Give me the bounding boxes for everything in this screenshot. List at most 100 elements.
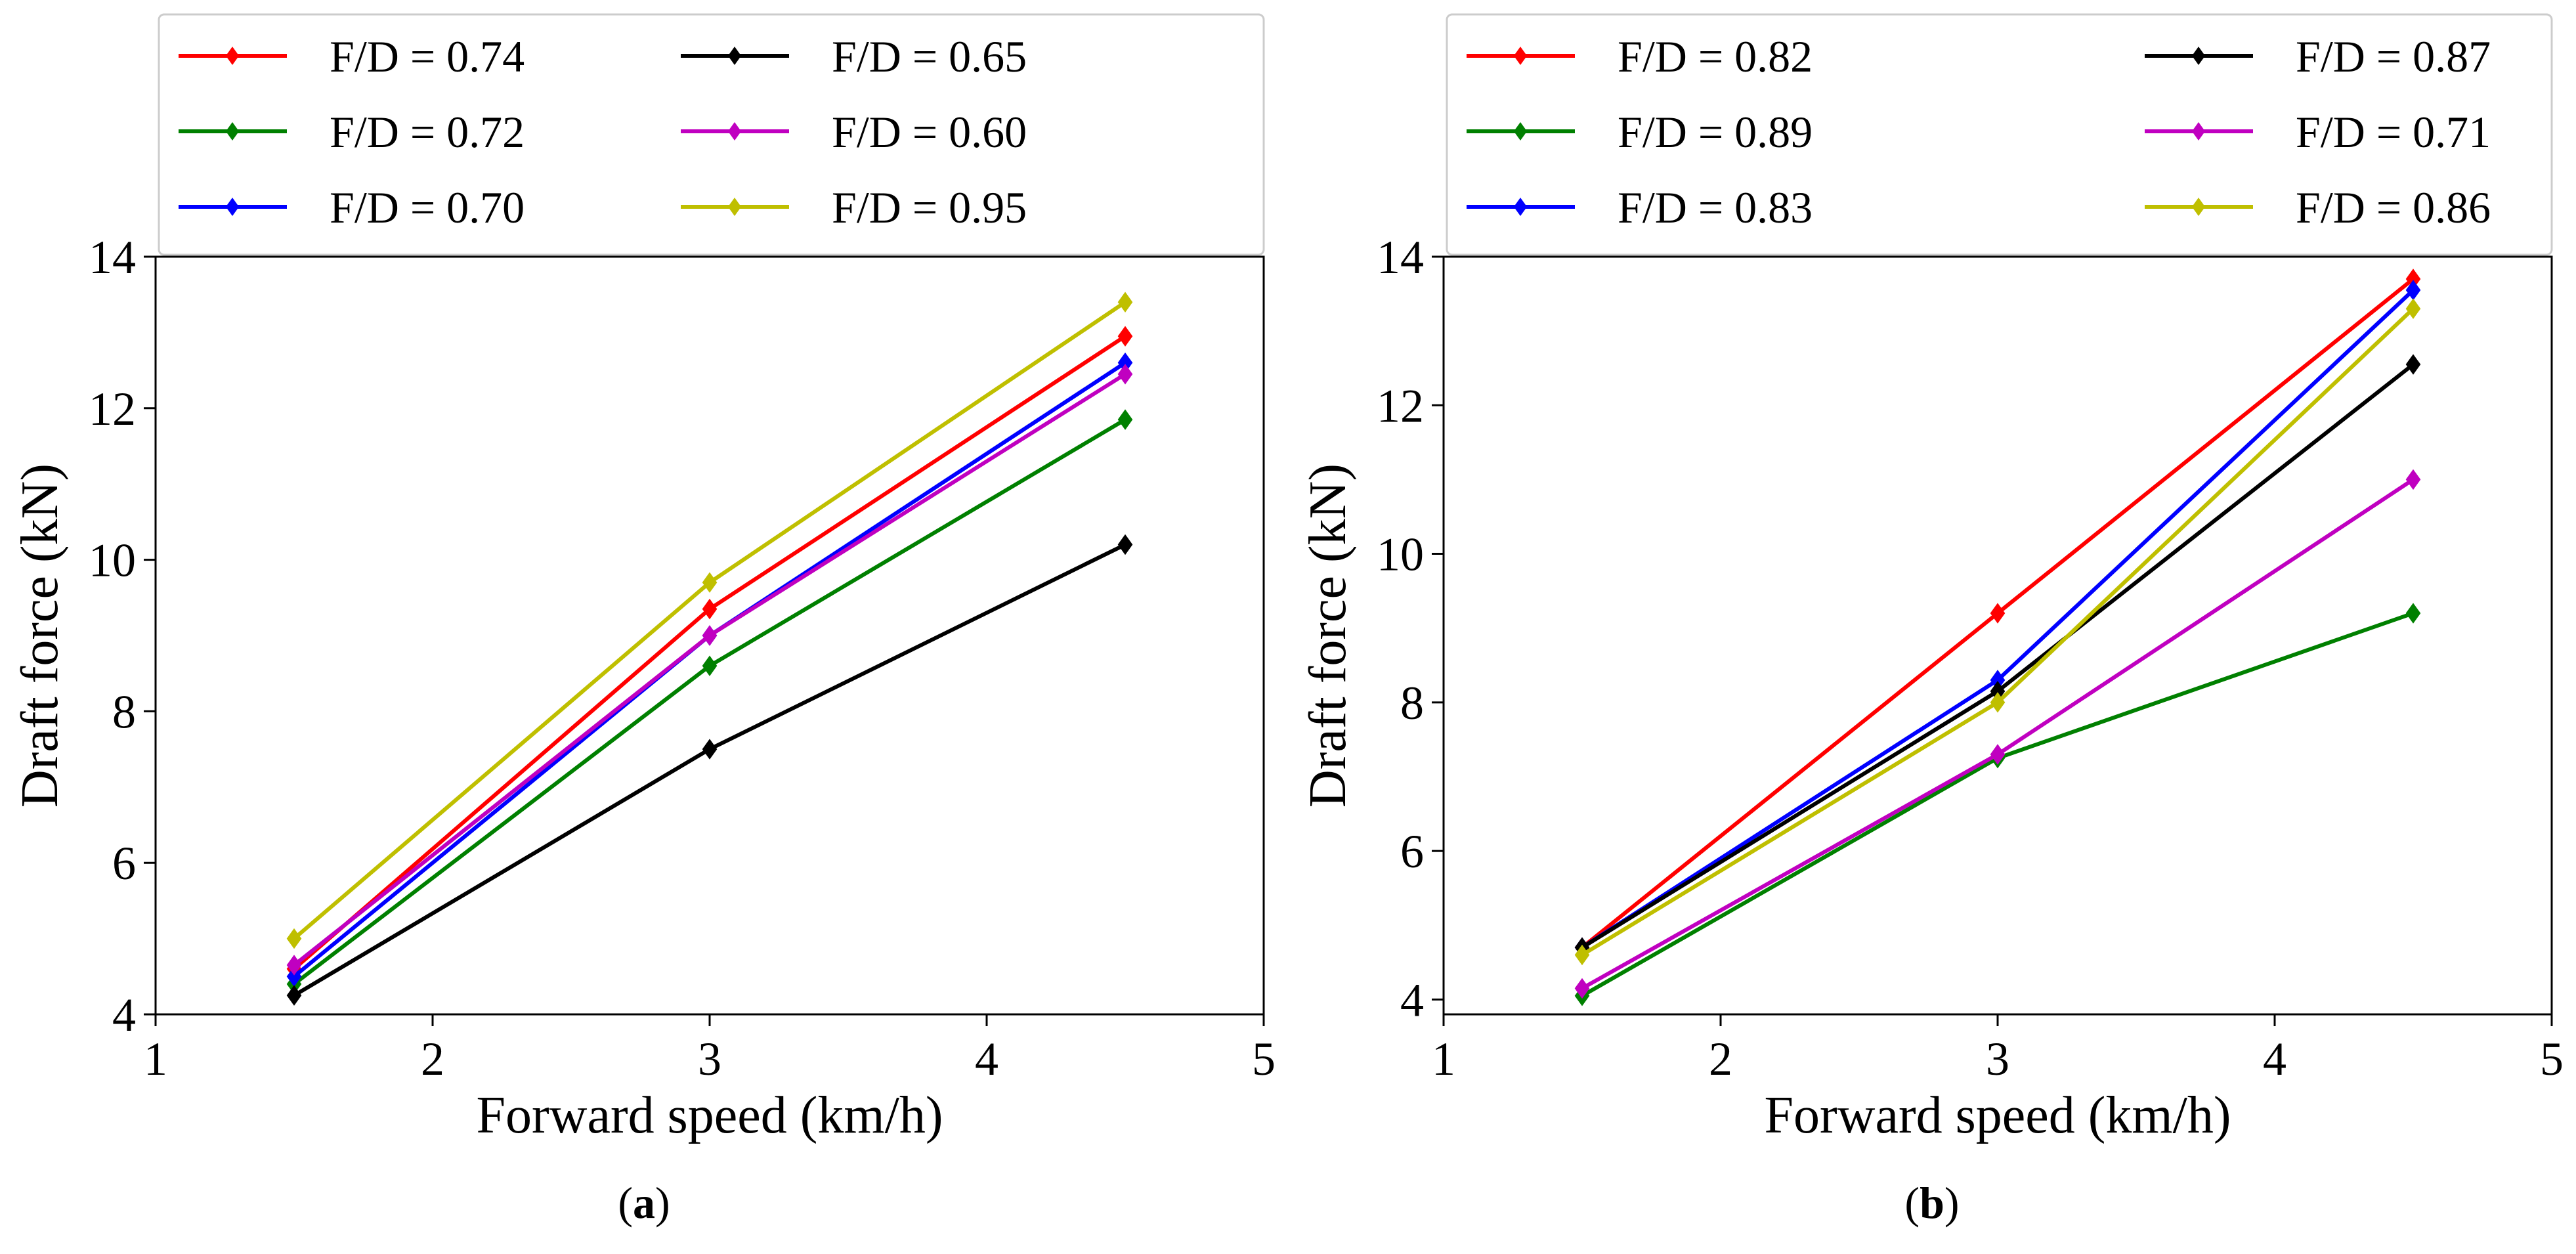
data-point	[2405, 354, 2421, 375]
data-point	[2405, 298, 2421, 319]
legend-swatch-marker	[2191, 47, 2206, 65]
series-path	[1581, 477, 2415, 991]
series-line	[1574, 298, 2421, 966]
y-tick-label: 10	[1377, 529, 1424, 581]
x-tick-label: 4	[2263, 1033, 2286, 1085]
legend-entry: F/D = 0.71	[2145, 107, 2491, 157]
legend-entry: F/D = 0.70	[179, 183, 525, 232]
data-point	[702, 572, 718, 593]
y-tick-label: 4	[1400, 974, 1424, 1026]
y-tick-label: 8	[112, 685, 136, 738]
legend-swatch-marker	[1513, 47, 1528, 65]
y-tick-label: 10	[89, 534, 136, 587]
data-point	[702, 739, 718, 760]
legend-swatch-marker	[2191, 122, 2206, 141]
legend-frame	[158, 13, 1265, 256]
series-line	[286, 409, 1133, 995]
legend-entry: F/D = 0.65	[681, 32, 1027, 81]
y-tick-label: 6	[112, 837, 136, 890]
legend-swatch-marker	[727, 47, 742, 65]
data-point	[1990, 744, 2006, 765]
legend-label: F/D = 0.83	[1618, 183, 1813, 232]
y-axis-label: Draft force (kN)	[11, 464, 69, 808]
legend-label: F/D = 0.70	[330, 183, 525, 232]
legend-swatch-marker	[225, 198, 240, 216]
legend-entry: F/D = 0.86	[2145, 183, 2491, 232]
x-tick-label: 1	[144, 1033, 167, 1085]
data-point	[2405, 603, 2421, 624]
legend-swatch-marker	[1513, 198, 1528, 216]
legend-swatch-marker	[727, 198, 742, 216]
legend: F/D = 0.82 F/D = 0.89 F/D = 0.83 F/D = 0.87…	[1446, 13, 2553, 256]
data-point	[702, 625, 718, 646]
legend-frame	[1446, 13, 2553, 256]
data-point	[702, 598, 718, 620]
data-point	[1117, 326, 1133, 347]
legend-entry: F/D = 0.74	[179, 32, 525, 81]
legend-swatch-marker	[1513, 122, 1528, 141]
data-point	[1990, 692, 2006, 713]
x-tick-label: 2	[1709, 1033, 1732, 1085]
legend-label: F/D = 0.86	[2296, 183, 2491, 232]
series-line	[1574, 269, 2421, 958]
data-point	[286, 928, 302, 949]
legend-label: F/D = 0.65	[832, 32, 1027, 81]
x-tick-label: 3	[1986, 1033, 2009, 1085]
x-axis-label: Forward speed (km/h)	[477, 1087, 943, 1144]
series-line	[286, 292, 1133, 949]
legend-label: F/D = 0.95	[832, 183, 1027, 232]
y-tick-label: 6	[1400, 825, 1424, 878]
legend-entry: F/D = 0.89	[1467, 107, 1813, 157]
legend-entry: F/D = 0.82	[1467, 32, 1813, 81]
legend-entry: F/D = 0.83	[1467, 183, 1813, 232]
y-tick-label: 12	[89, 383, 136, 435]
y-axis-label: Draft force (kN)	[1299, 464, 1357, 808]
x-axis-label: Forward speed (km/h)	[1765, 1087, 2231, 1144]
x-tick-label: 2	[421, 1033, 444, 1085]
legend-label: F/D = 0.60	[832, 107, 1027, 157]
data-point	[286, 955, 302, 976]
legend-swatch-marker	[225, 47, 240, 65]
series-line	[1574, 469, 2421, 999]
data-point	[1574, 944, 1590, 966]
y-tick-label: 14	[1377, 231, 1424, 284]
x-tick-label: 1	[1432, 1033, 1455, 1085]
legend-entry: F/D = 0.72	[179, 107, 525, 157]
series-line	[1574, 603, 2421, 1006]
data-point	[1117, 409, 1133, 430]
legend: F/D = 0.74 F/D = 0.72 F/D = 0.70 F/D = 0.65…	[158, 13, 1265, 256]
y-tick-label: 8	[1400, 677, 1424, 729]
legend-swatch-marker	[225, 122, 240, 141]
legend-label: F/D = 0.87	[2296, 32, 2491, 81]
data-point	[1574, 978, 1590, 999]
panel-caption: (b)	[1904, 1178, 1959, 1228]
data-point	[286, 985, 302, 1006]
y-tick-label: 4	[112, 989, 136, 1041]
x-tick-label: 5	[1252, 1033, 1276, 1085]
series-line	[286, 364, 1133, 976]
data-point	[1117, 292, 1133, 313]
legend-label: F/D = 0.72	[330, 107, 525, 157]
data-point	[1117, 534, 1133, 555]
series-path	[293, 300, 1127, 940]
legend-swatch-marker	[727, 122, 742, 141]
data-point	[1117, 364, 1133, 385]
data-point	[702, 655, 718, 676]
series-line	[286, 534, 1133, 1006]
x-tick-label: 4	[975, 1033, 998, 1085]
data-point	[2405, 469, 2421, 490]
y-tick-label: 14	[89, 231, 136, 284]
legend-swatch-marker	[2191, 198, 2206, 216]
plot-area	[1442, 255, 2553, 1016]
panel-caption: (a)	[618, 1178, 670, 1228]
x-tick-label: 5	[2540, 1033, 2564, 1085]
legend-label: F/D = 0.71	[2296, 107, 2491, 157]
y-tick-label: 12	[1377, 379, 1424, 432]
legend-label: F/D = 0.89	[1618, 107, 1813, 157]
x-tick-label: 3	[698, 1033, 721, 1085]
data-point	[1990, 603, 2006, 624]
series-path	[293, 418, 1127, 986]
